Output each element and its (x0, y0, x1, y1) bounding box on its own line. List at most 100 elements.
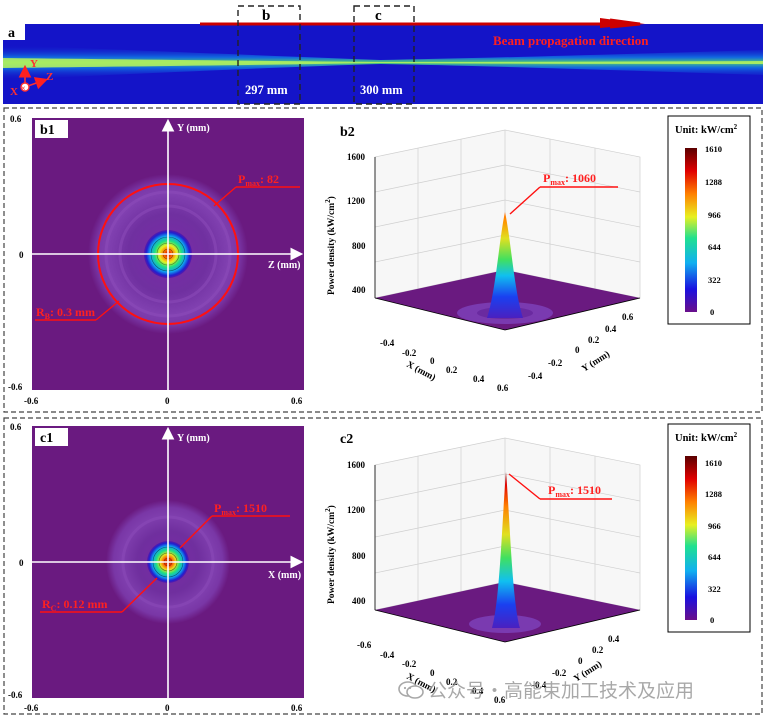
b1-y-axis-label: Y (mm) (177, 123, 210, 134)
b2-y-axis-title: Y (mm) (580, 349, 612, 375)
b2-pmax-leader (509, 186, 541, 215)
b2-peak (487, 212, 523, 318)
c1-pmax: Pmax: 1510 (214, 501, 267, 517)
c2-peak (492, 472, 520, 628)
colorbar-c-title: Unit: kW/cm2 (675, 431, 738, 444)
b2-z-tick-1600: 1600 (347, 152, 366, 162)
b2-x-tick-2: 0 (430, 356, 435, 366)
c2-z-tick-400: 400 (352, 596, 366, 606)
b1-radius-label: RB: 0.3 mm (36, 305, 95, 321)
wechat-icon (398, 681, 424, 699)
b1-tick-left-bottom: -0.6 (8, 382, 23, 392)
b2-y-tick-0: -0.4 (528, 371, 543, 381)
c2-z-tick-1600: 1600 (347, 460, 366, 470)
b1-z-axis-label: Z (mm) (268, 260, 301, 271)
c1-label: c1 (40, 431, 53, 446)
b2-x-tick-0: -0.4 (380, 338, 395, 348)
b1-tick-left-mid: 0 (19, 250, 24, 260)
panel-c2: c2 1600 1200 800 400 Power density (kW/c… (324, 432, 641, 705)
c2-y-tick-4: 0.4 (608, 634, 620, 644)
b1-pmax: Pmax: 82 (238, 172, 279, 188)
colorbar-b-tick-3: 644 (708, 242, 722, 252)
axis-y-label: Y (30, 58, 38, 70)
panel-a-label-box (3, 24, 25, 40)
b2-pmax: Pmax: 1060 (543, 171, 596, 187)
box-c (353, 5, 415, 105)
b2-y-tick-1: -0.2 (548, 358, 563, 368)
b2-y-tick-4: 0.4 (605, 324, 617, 334)
b1-tick-bottom-right: 0.6 (291, 396, 303, 406)
colorbar-b-tick-0: 1610 (705, 144, 722, 154)
b2-z-axis-title: Power density (kW/cm2) (324, 196, 337, 295)
frame-b (3, 107, 763, 413)
colorbar-c-scale (685, 456, 697, 620)
b2-label: b2 (340, 125, 355, 140)
svg-text:×: × (21, 84, 26, 93)
colorbar-b-tick-1: 1288 (705, 177, 722, 187)
c2-y-tick-2: 0 (578, 656, 583, 666)
colorbar-b-tick-5: 0 (710, 307, 714, 317)
c1-radius-label: RC: 0.12 mm (42, 597, 107, 613)
c1-tick-left-top: 0.6 (10, 422, 22, 432)
colorbar-c-tick-2: 966 (708, 521, 721, 531)
b2-grid (374, 129, 641, 299)
b1-tick-bottom-mid: 0 (165, 396, 170, 406)
c1-tick-bottom-right: 0.6 (291, 703, 303, 713)
b2-x-tick-5: 0.6 (497, 383, 509, 393)
box-b-label: b (262, 8, 270, 24)
b2-y-tick-2: 0 (575, 345, 580, 355)
c1-x-axis-label: X (mm) (268, 570, 301, 581)
axis-z-label: Z (46, 71, 53, 83)
b2-z-tick-800: 800 (352, 241, 366, 251)
b1-label: b1 (40, 123, 55, 138)
b2-y-tick-5: 0.6 (622, 312, 634, 322)
axis-x-label: X (10, 86, 18, 98)
box-b (237, 5, 301, 105)
c2-y-tick-1: -0.2 (552, 668, 567, 678)
b1-tick-left-top: 0.6 (10, 114, 22, 124)
frame-c (3, 417, 763, 715)
panel-a-label: a (8, 26, 15, 41)
c2-x-tick-1: -0.4 (380, 650, 395, 660)
b2-x-tick-4: 0.4 (473, 374, 485, 384)
box-c-label: c (375, 8, 382, 24)
propagation-direction-text: Beam propagation direction (493, 33, 649, 48)
c2-x-tick-0: -0.6 (357, 640, 372, 650)
box-c-value: 300 mm (360, 83, 403, 97)
b2-x-tick-1: -0.2 (402, 348, 417, 358)
propagation-arrow-head (600, 18, 645, 28)
watermark-text: 公众号・高能束加工技术及应用 (428, 680, 695, 702)
c2-x-tick-5: 0.4 (472, 686, 484, 696)
b2-z-tick-400: 400 (352, 285, 366, 295)
c2-x-tick-6: 0.6 (494, 695, 506, 705)
colorbar-c: Unit: kW/cm2 1610 1288 966 644 322 0 (667, 423, 751, 633)
colorbar-c-tick-1: 1288 (705, 489, 722, 499)
c2-z-axis-title: Power density (kW/cm2) (324, 505, 337, 604)
b2-x-tick-3: 0.2 (446, 365, 458, 375)
c2-z-tick-1200: 1200 (347, 505, 366, 515)
c2-y-tick-0: -0.4 (532, 680, 547, 690)
box-b-value: 297 mm (245, 83, 288, 97)
b2-z-tick-1200: 1200 (347, 196, 366, 206)
colorbar-b: Unit: kW/cm2 1610 1288 966 644 322 0 (667, 115, 751, 325)
colorbar-c-tick-4: 322 (708, 584, 721, 594)
b1-label-box (35, 120, 68, 138)
b1-tick-bottom-left: -0.6 (24, 396, 39, 406)
c1-tick-left-bottom: -0.6 (8, 690, 23, 700)
c2-x-tick-2: -0.2 (402, 659, 417, 669)
axis-triad: × Y Z X (10, 58, 53, 98)
c1-y-axis-label: Y (mm) (177, 433, 210, 444)
c1-tick-bottom-mid: 0 (165, 703, 170, 713)
panel-b1: Y (mm) Z (mm) b1 Pmax: 82 RB: 0.3 mm 0.6… (8, 114, 304, 406)
colorbar-b-tick-4: 322 (708, 275, 721, 285)
c2-label: c2 (340, 432, 353, 447)
colorbar-c-tick-3: 644 (708, 552, 722, 562)
b2-y-tick-3: 0.2 (588, 335, 600, 345)
c2-pmax-leader (508, 473, 541, 500)
c1-tick-left-mid: 0 (19, 558, 24, 568)
panel-b2: b2 1600 1200 800 400 Power density (kW/c… (324, 125, 641, 393)
c1-tick-bottom-left: -0.6 (24, 703, 39, 713)
beam-core (3, 58, 763, 68)
watermark: 公众号・高能束加工技术及应用 (398, 676, 694, 703)
